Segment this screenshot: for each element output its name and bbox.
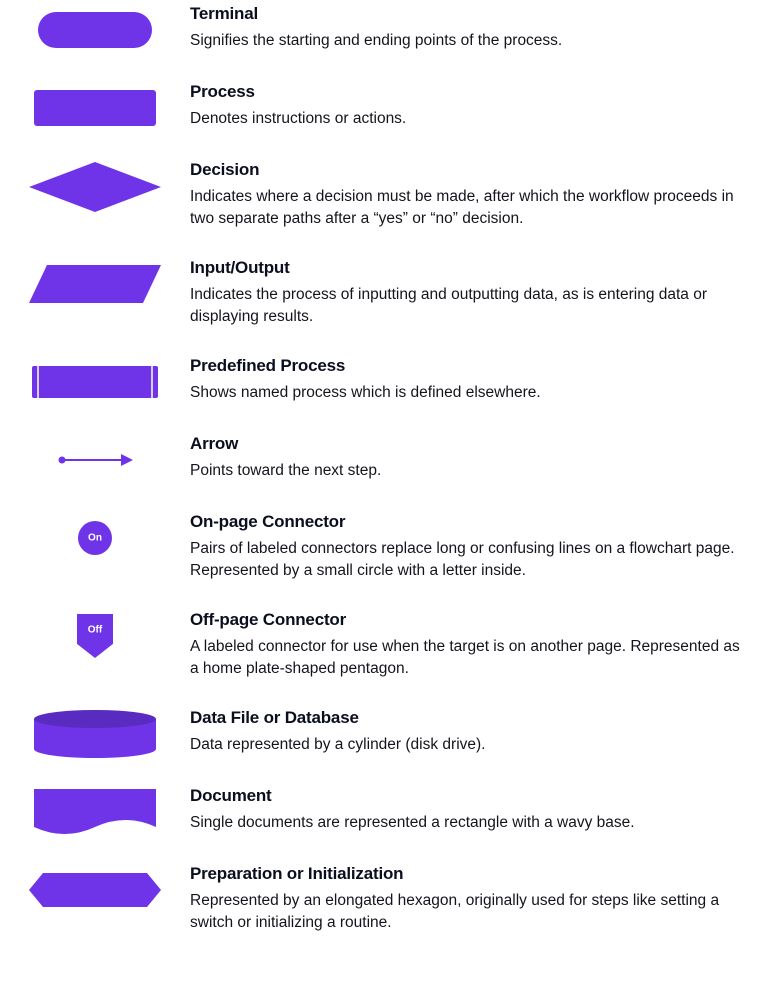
process-text: Process Denotes instructions or actions. [170,82,748,130]
offpage-shape: Off [20,610,170,660]
terminal-description: Signifies the starting and ending points… [190,30,748,52]
flowchart-symbol-legend: Terminal Signifies the starting and endin… [20,4,748,934]
preparation-description: Represented by an elongated hexagon, ori… [190,890,748,934]
decision-shape-icon [29,162,161,212]
process-description: Denotes instructions or actions. [190,108,748,130]
process-shape [20,82,170,132]
legend-row-offpage: Off Off-page Connector A labeled connector… [20,610,748,680]
offpage-title: Off-page Connector [190,610,748,630]
predefined-shape-icon [32,366,158,398]
legend-row-database: Data File or Database Data represented by… [20,708,748,758]
database-shape-icon [34,710,156,758]
database-text: Data File or Database Data represented by… [170,708,748,756]
process-shape-icon [34,90,156,126]
document-shape-icon [34,789,156,835]
legend-row-io: Input/Output Indicates the process of inp… [20,258,748,328]
legend-row-onpage: On On-page Connector Pairs of labeled conn… [20,512,748,582]
legend-row-predefined: Predefined Process Shows named process wh… [20,356,748,406]
predefined-text: Predefined Process Shows named process wh… [170,356,748,404]
arrow-title: Arrow [190,434,748,454]
terminal-text: Terminal Signifies the starting and endin… [170,4,748,52]
legend-row-document: Document Single documents are represented… [20,786,748,836]
decision-text: Decision Indicates where a decision must … [170,160,748,230]
terminal-title: Terminal [190,4,748,24]
decision-description: Indicates where a decision must be made,… [190,186,748,230]
legend-row-arrow: Arrow Points toward the next step. [20,434,748,484]
io-title: Input/Output [190,258,748,278]
database-title: Data File or Database [190,708,748,728]
predefined-description: Shows named process which is defined els… [190,382,748,404]
svg-text:On: On [88,533,102,544]
preparation-shape-icon [29,873,161,907]
document-description: Single documents are represented a recta… [190,812,748,834]
process-title: Process [190,82,748,102]
terminal-shape [20,4,170,54]
preparation-title: Preparation or Initialization [190,864,748,884]
legend-row-terminal: Terminal Signifies the starting and endin… [20,4,748,54]
io-text: Input/Output Indicates the process of inp… [170,258,748,328]
arrow-shape [20,434,170,484]
onpage-shape-icon: On [78,521,112,555]
svg-text:Off: Off [88,624,103,635]
offpage-text: Off-page Connector A labeled connector fo… [170,610,748,680]
decision-shape [20,160,170,212]
document-text: Document Single documents are represented… [170,786,748,834]
onpage-title: On-page Connector [190,512,748,532]
io-shape [20,258,170,308]
predefined-title: Predefined Process [190,356,748,376]
legend-row-decision: Decision Indicates where a decision must … [20,160,748,230]
arrow-text: Arrow Points toward the next step. [170,434,748,482]
onpage-description: Pairs of labeled connectors replace long… [190,538,748,582]
database-description: Data represented by a cylinder (disk dri… [190,734,748,756]
preparation-shape [20,864,170,914]
legend-row-process: Process Denotes instructions or actions. [20,82,748,132]
document-shape [20,786,170,836]
offpage-description: A labeled connector for use when the tar… [190,636,748,680]
predefined-shape [20,356,170,406]
arrow-description: Points toward the next step. [190,460,748,482]
legend-row-preparation: Preparation or Initialization Represented… [20,864,748,934]
onpage-shape: On [20,512,170,562]
io-shape-icon [29,265,161,303]
decision-title: Decision [190,160,748,180]
document-title: Document [190,786,748,806]
onpage-text: On-page Connector Pairs of labeled connec… [170,512,748,582]
terminal-shape-icon [38,12,152,48]
io-description: Indicates the process of inputting and o… [190,284,748,328]
database-shape [20,708,170,758]
arrow-shape-icon [58,453,133,467]
preparation-text: Preparation or Initialization Represented… [170,864,748,934]
offpage-shape-icon: Off [77,614,113,658]
